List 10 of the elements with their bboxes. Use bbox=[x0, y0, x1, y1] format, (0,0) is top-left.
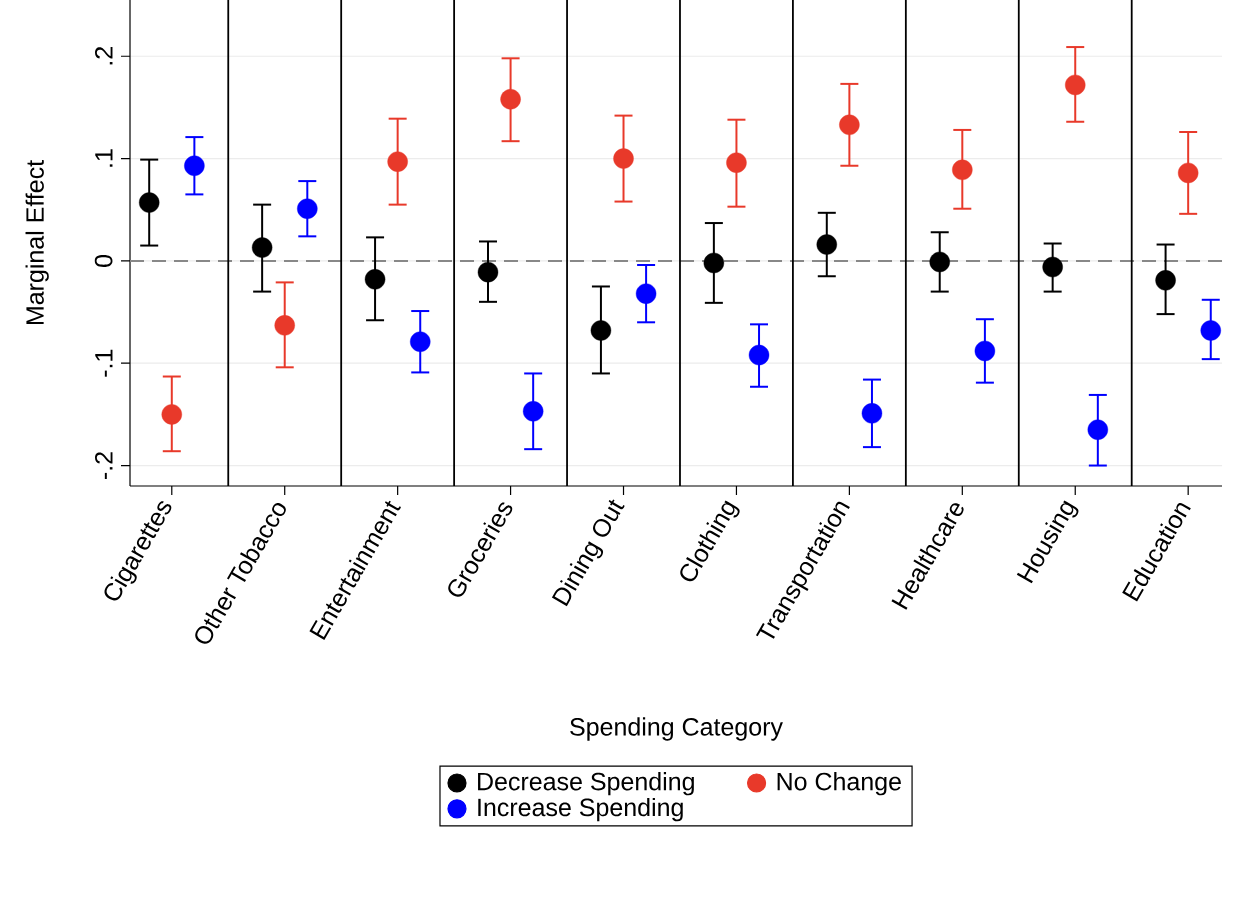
legend-label: Increase Spending bbox=[478, 797, 683, 822]
y-tick-label: -.2 bbox=[95, 452, 113, 480]
y-tick-label: .1 bbox=[95, 149, 113, 167]
y-tick-label: 0 bbox=[94, 254, 113, 267]
x-axis-title: Spending Category bbox=[570, 717, 783, 741]
y-tick-label: .2 bbox=[95, 47, 113, 65]
y-axis-title: Marginal Effect bbox=[25, 160, 49, 325]
legend-label: Decrease Spending bbox=[478, 772, 694, 796]
y-tick-label: -.1 bbox=[95, 349, 113, 377]
legend-label: No Change bbox=[777, 772, 901, 796]
